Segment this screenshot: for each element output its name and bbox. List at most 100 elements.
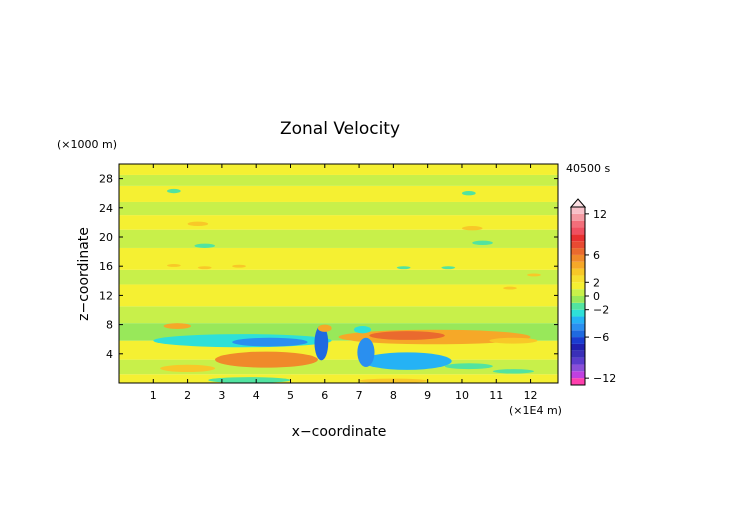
x-tick-label-9: 9	[424, 389, 431, 402]
velocity-feature-1	[232, 337, 308, 347]
colorbar-tick-label-4: −2	[593, 304, 609, 317]
y-unit-label: (×1000 m)	[57, 138, 117, 151]
y-tick-label-8: 8	[106, 319, 113, 332]
colorbar-segment-18	[571, 254, 585, 262]
colorbar-segment-3	[571, 357, 585, 365]
heatmap-band-6	[119, 269, 558, 285]
x-axis: 1 2 3 4 5 6 7 8 9 10 11 12	[150, 164, 538, 402]
colorbar-tick-label-5: −6	[593, 331, 609, 344]
velocity-feature-14	[444, 363, 493, 370]
x-tick-label-7: 7	[356, 389, 363, 402]
x-tick-label-3: 3	[218, 389, 225, 402]
heatmap-band-0	[119, 374, 558, 383]
colorbar-segment-22	[571, 227, 585, 235]
colorbar-segment-6	[571, 337, 585, 344]
colorbar-segment-7	[571, 330, 585, 338]
x-tick-label-10: 10	[455, 389, 469, 402]
velocity-feature-22	[232, 264, 246, 268]
colorbar-segment-15	[571, 275, 585, 283]
x-tick-label-8: 8	[390, 389, 397, 402]
x-tick-label-4: 4	[253, 389, 260, 402]
colorbar-segment-20	[571, 241, 585, 249]
time-label: 40500 s	[566, 162, 610, 175]
velocity-feature-19	[194, 243, 216, 248]
y-tick-label-20: 20	[99, 231, 113, 244]
y-tick-label-4: 4	[106, 348, 113, 361]
colorbar-segment-21	[571, 234, 585, 242]
velocity-feature-27	[441, 266, 456, 270]
colorbar-segment-19	[571, 248, 585, 255]
velocity-feature-21	[197, 266, 212, 270]
y-tick-label-24: 24	[99, 202, 113, 215]
colorbar-segment-2	[571, 364, 585, 372]
velocity-feature-7	[317, 324, 332, 332]
colorbar-segment-1	[571, 371, 585, 379]
colorbar-segment-4	[571, 350, 585, 358]
velocity-feature-3	[160, 364, 216, 373]
colorbar-segment-11	[571, 302, 585, 310]
velocity-feature-15	[492, 369, 534, 374]
heatmap-band-7	[119, 247, 558, 270]
heatmap-band-5	[119, 284, 558, 307]
colorbar-overflow-arrow	[569, 198, 587, 208]
y-axis-label: z−coordinate	[76, 227, 92, 321]
velocity-feature-5	[163, 323, 192, 329]
x-tick-label-11: 11	[489, 389, 503, 402]
colorbar-segment-12	[571, 296, 585, 303]
x-tick-label-1: 1	[150, 389, 157, 402]
velocity-feature-26	[396, 266, 411, 270]
heatmap-band-9	[119, 215, 558, 230]
colorbar-segment-0	[571, 378, 585, 385]
velocity-feature-4	[208, 377, 291, 383]
colorbar-segment-5	[571, 343, 585, 351]
colorbar-segment-8	[571, 323, 585, 331]
heatmap-band-10	[119, 201, 558, 216]
velocity-feature-16	[489, 337, 538, 344]
velocity-feature-12	[353, 326, 372, 334]
velocity-feature-18	[187, 221, 209, 227]
colorbar-tick-label-6: −12	[593, 372, 616, 385]
colorbar-segment-23	[571, 220, 585, 228]
velocity-feature-17	[167, 188, 181, 194]
velocity-feature-23	[461, 191, 476, 196]
colorbar-segment-25	[571, 207, 585, 214]
heatmap-band-8	[119, 229, 558, 248]
heatmap-band-4	[119, 306, 558, 324]
colorbar-tick-label-1: 6	[593, 249, 600, 262]
x-tick-label-6: 6	[321, 389, 328, 402]
velocity-feature-11	[357, 337, 375, 367]
y-tick-label-12: 12	[99, 289, 113, 302]
velocity-feature-2	[215, 351, 318, 368]
colorbar-segment-17	[571, 261, 585, 269]
colorbar-segment-13	[571, 289, 585, 296]
colorbar-segment-9	[571, 316, 585, 324]
colorbar-segment-14	[571, 282, 585, 290]
velocity-feature-9	[369, 331, 445, 340]
colorbar-tick-label-0: 12	[593, 208, 607, 221]
x-tick-label-12: 12	[524, 389, 538, 402]
plot-area	[119, 164, 558, 383]
x-tick-label-5: 5	[287, 389, 294, 402]
y-tick-label-16: 16	[99, 260, 113, 273]
heatmap-band-13	[119, 164, 558, 175]
colorbar-segment-16	[571, 268, 585, 276]
x-tick-label-2: 2	[184, 389, 191, 402]
velocity-feature-28	[503, 286, 517, 290]
heatmap-band-11	[119, 185, 558, 202]
y-tick-label-28: 28	[99, 173, 113, 186]
velocity-feature-29	[527, 273, 541, 277]
colorbar-segment-10	[571, 309, 585, 317]
plot-frame	[118, 163, 559, 384]
colorbar: 12 6 20−2 −6 −12	[569, 198, 616, 386]
y-axis: 4 8 12 16 20 24 28	[99, 173, 558, 361]
velocity-feature-24	[461, 226, 483, 231]
colorbar-tick-label-2: 2	[593, 276, 600, 289]
velocity-feature-10	[362, 352, 452, 370]
velocity-feature-25	[472, 240, 493, 246]
colorbar-tick-label-3: 0	[593, 290, 600, 303]
heatmap-band-12	[119, 174, 558, 186]
x-unit-label: (×1E4 m)	[509, 404, 562, 417]
x-axis-label: x−coordinate	[292, 424, 387, 440]
chart-title: Zonal Velocity	[280, 119, 400, 139]
